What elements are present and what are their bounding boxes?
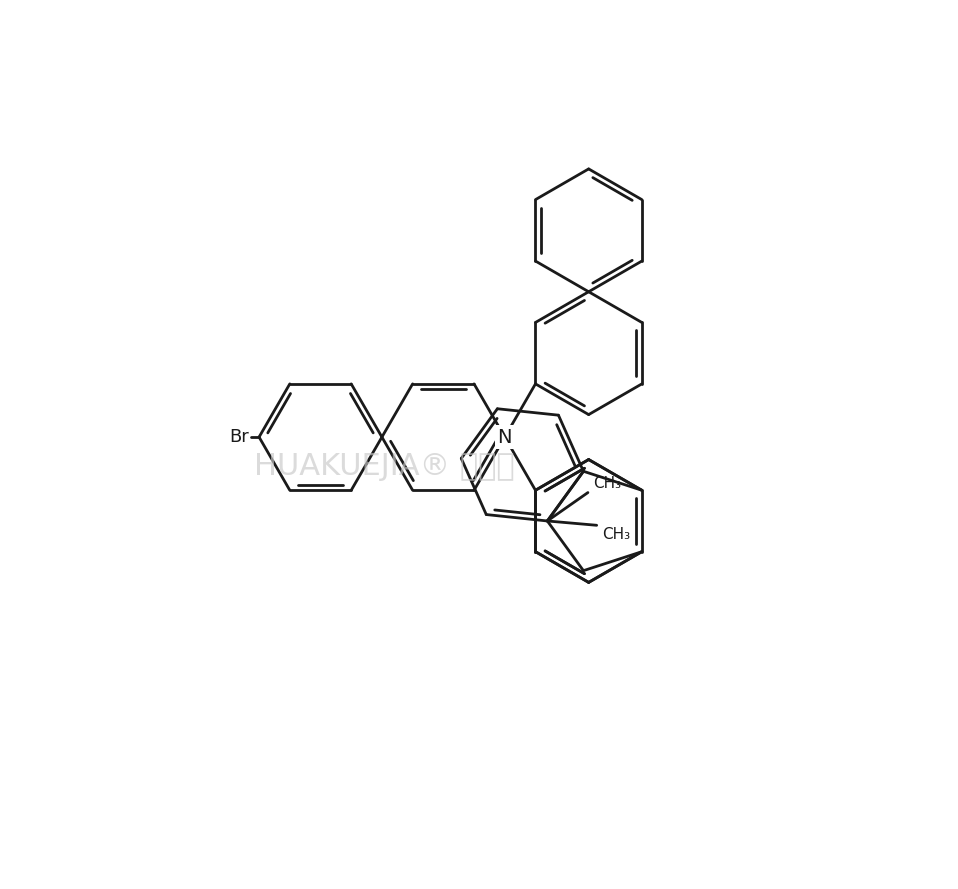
Text: CH₃: CH₃ bbox=[602, 527, 629, 542]
Text: N: N bbox=[497, 428, 512, 446]
Text: Br: Br bbox=[229, 428, 249, 446]
Text: HUAKUEJIA® 化学加: HUAKUEJIA® 化学加 bbox=[254, 452, 514, 481]
Text: CH₃: CH₃ bbox=[593, 476, 621, 491]
